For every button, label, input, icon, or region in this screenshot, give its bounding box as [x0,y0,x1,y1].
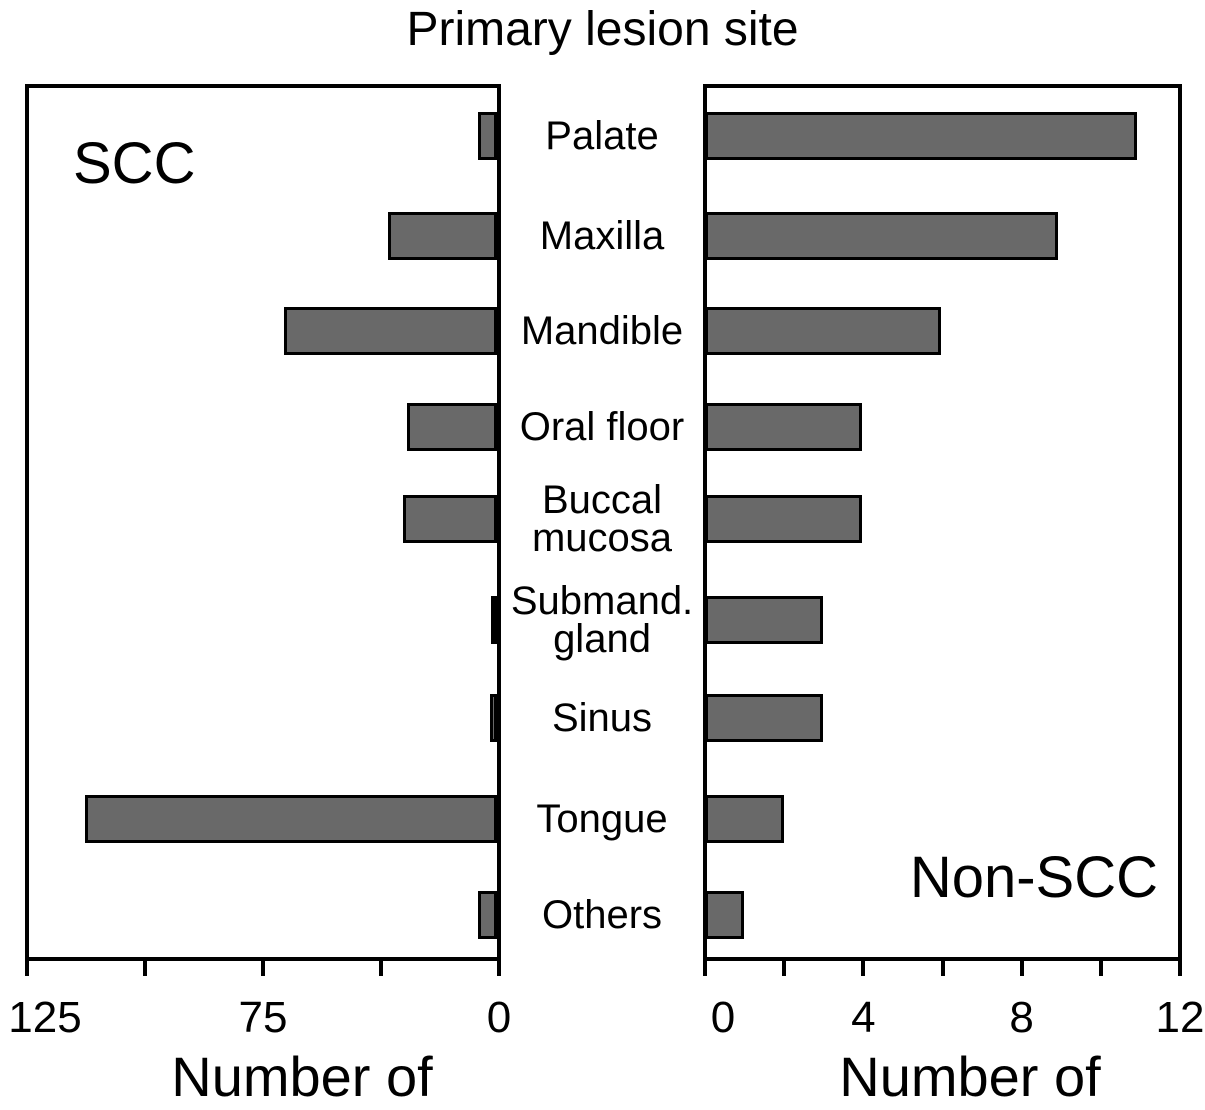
scc-bar-maxilla [388,212,497,260]
scc-bar-others [478,891,497,939]
category-label-buccal-mucosa: Buccal mucosa [531,478,673,560]
scc-series-label: SCC [73,131,196,196]
non-scc-axis-label: Number of cases [839,1045,1101,1108]
category-label-oral-floor: Oral floor [519,405,685,449]
non-scc-bar-sinus [705,694,823,742]
scc-bar-palate [478,112,497,160]
right-axis-tick [782,959,787,976]
left-axis-tick-label: 0 [486,993,512,1042]
category-label-mandible: Mandible [520,309,684,353]
non-scc-bar-maxilla [705,212,1059,260]
right-axis-tick [861,959,866,976]
scc-bar-oral-floor [407,403,497,451]
right-axis-tick-label: 4 [851,993,876,1042]
left-axis-tick [143,959,147,976]
right-axis-tick [703,959,707,976]
non-scc-series-label: Non-SCC [909,845,1158,910]
scc-bar-tongue [85,795,497,843]
category-label-others: Others [541,893,663,937]
non-scc-bar-tongue [705,795,784,843]
scc-panel: SCC [25,84,501,961]
non-scc-bar-others [705,891,745,939]
right-axis-tick [1019,959,1024,976]
right-axis-tick-label: 12 [1155,993,1205,1042]
right-axis-tick [1178,959,1182,976]
category-label-tongue: Tongue [536,797,668,841]
non-scc-bar-oral-floor [705,403,862,451]
right-axis-tick-label: 0 [710,993,736,1042]
non-scc-bar-buccal-mucosa [705,495,862,543]
left-axis-tick-label: 125 [8,993,82,1042]
scc-bar-submand-gland [491,596,497,644]
category-label-maxilla: Maxilla [539,214,665,258]
left-axis-tick-label: 75 [238,993,288,1042]
scc-bar-buccal-mucosa [403,495,497,543]
right-axis-tick [1098,959,1103,976]
left-axis-tick [261,959,265,976]
non-scc-bar-submand-gland [705,596,823,644]
left-axis-tick [379,959,383,976]
scc-bar-mandible [283,307,497,355]
non-scc-panel: Non-SCC [703,84,1182,961]
right-axis-tick [940,959,945,976]
scc-axis-label: Number of cases [171,1045,433,1108]
right-axis-tick-label: 8 [1009,993,1034,1042]
non-scc-bar-mandible [705,307,941,355]
category-label-submand-gland: Submand. gland [510,579,694,661]
left-axis-tick [497,959,501,976]
chart-title: Primary lesion site [406,3,799,56]
left-axis-tick [25,959,29,976]
category-label-palate: Palate [545,114,659,158]
non-scc-bar-palate [705,112,1137,160]
category-label-sinus: Sinus [551,696,653,740]
scc-bar-sinus [489,694,497,742]
